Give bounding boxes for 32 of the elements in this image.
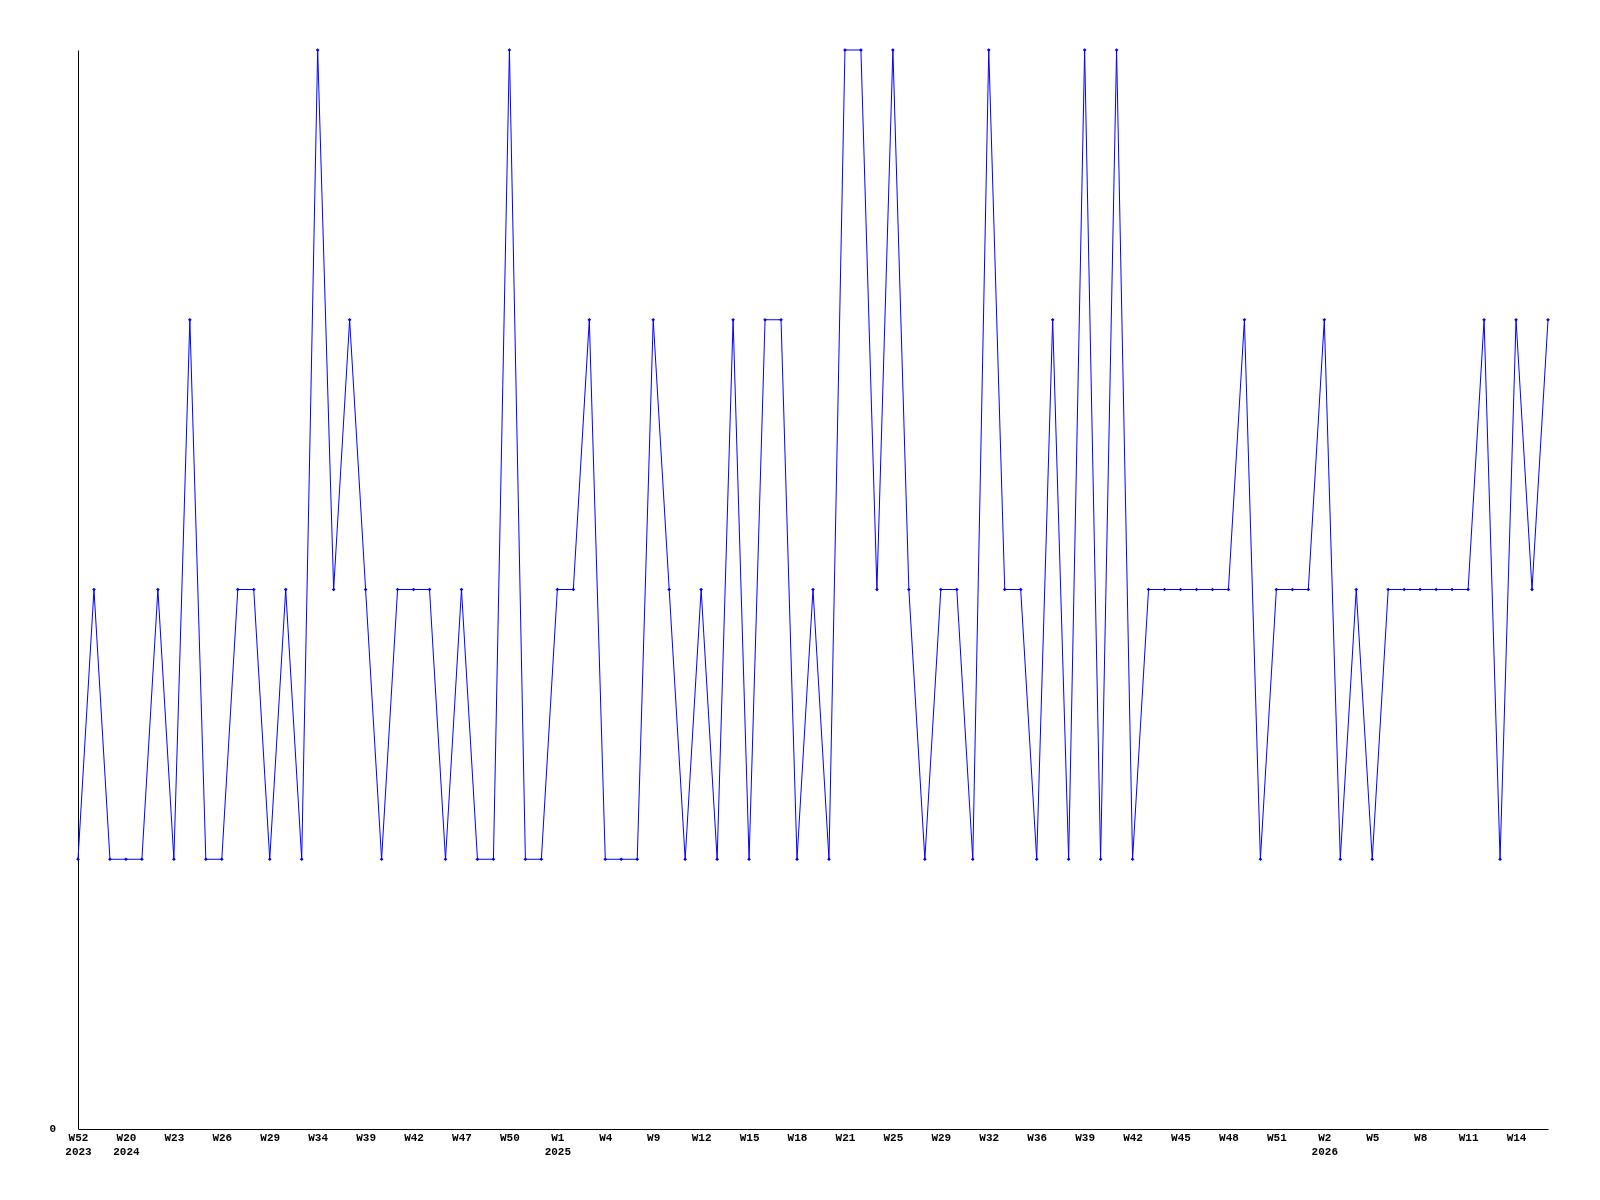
- x-tick-label: W11: [1458, 1131, 1479, 1144]
- x-tick-label: W42: [1123, 1131, 1143, 1144]
- x-tick-label: W18: [787, 1131, 808, 1144]
- x-tick-label: W21: [835, 1131, 856, 1144]
- x-tick-label: W39: [1075, 1131, 1096, 1144]
- x-tick-label: W50: [500, 1131, 520, 1144]
- x-tick-label: W25: [883, 1131, 904, 1144]
- x-tick-label: W42: [404, 1131, 424, 1144]
- x-tick-label: W29: [260, 1131, 281, 1144]
- x-tick-label: W32: [979, 1131, 1000, 1144]
- x-tick-label: W29: [931, 1131, 952, 1144]
- x-tick-label: W2 2026: [1311, 1131, 1339, 1158]
- x-tick-label: W8: [1414, 1131, 1428, 1144]
- x-tick-label: W26: [212, 1131, 233, 1144]
- x-tick-label: W5: [1366, 1131, 1380, 1144]
- x-tick-label: W47: [452, 1131, 472, 1144]
- x-tick-label: W45: [1171, 1131, 1192, 1144]
- x-tick-label: W4: [599, 1131, 613, 1144]
- x-tick-label: W39: [356, 1131, 377, 1144]
- x-tick-label: W14: [1506, 1131, 1527, 1144]
- x-tick-label: W34: [308, 1131, 329, 1144]
- x-tick-label: W9: [647, 1131, 661, 1144]
- x-tick-label: W15: [739, 1131, 760, 1144]
- x-tick-label: W48: [1219, 1131, 1240, 1144]
- x-tick-label: W52 2023: [65, 1131, 93, 1158]
- x-tick-label: W12: [691, 1131, 712, 1144]
- text: 0: [49, 1123, 56, 1135]
- x-tick-label: W20 2024: [113, 1131, 141, 1158]
- x-tick-label: W36: [1027, 1131, 1048, 1144]
- x-tick-label: W51: [1266, 1131, 1288, 1144]
- x-tick-label: W23: [164, 1131, 185, 1144]
- x-tick-label: W1 2025: [544, 1131, 572, 1158]
